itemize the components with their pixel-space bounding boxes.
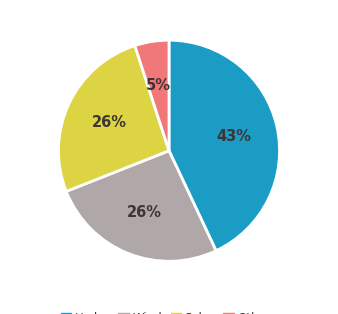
Text: 5%: 5% bbox=[146, 78, 171, 93]
Text: 26%: 26% bbox=[92, 115, 126, 130]
Wedge shape bbox=[58, 46, 169, 192]
Wedge shape bbox=[135, 40, 169, 151]
Legend: Hydro, Wind, Solar, Others: Hydro, Wind, Solar, Others bbox=[56, 307, 282, 314]
Wedge shape bbox=[169, 40, 280, 251]
Wedge shape bbox=[66, 151, 216, 261]
Text: 26%: 26% bbox=[127, 205, 162, 220]
Text: 43%: 43% bbox=[216, 129, 251, 144]
